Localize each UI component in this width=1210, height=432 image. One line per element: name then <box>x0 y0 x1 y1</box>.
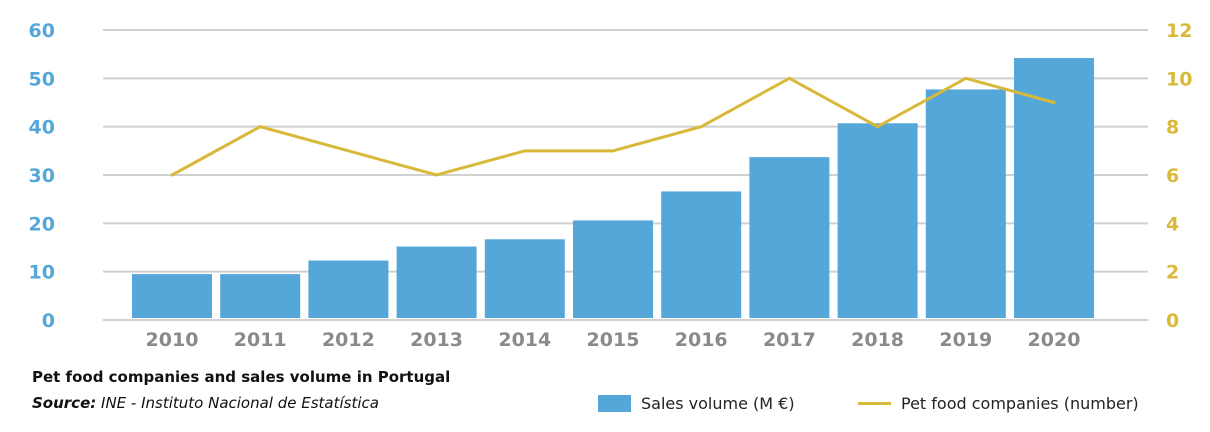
x-tick-label: 2020 <box>1028 329 1081 351</box>
bar-2020 <box>1014 58 1094 319</box>
left-tick-label: 20 <box>29 213 55 235</box>
left-tick-label: 50 <box>29 68 55 90</box>
left-tick-label: 0 <box>42 310 55 332</box>
right-tick-label: 4 <box>1166 213 1179 235</box>
line-point-2012 <box>346 149 350 153</box>
source-label: Source: <box>32 394 97 412</box>
left-tick-label: 10 <box>29 262 55 284</box>
right-tick-label: 6 <box>1166 165 1179 187</box>
source-text: INE - Instituto Nacional de Estatística <box>96 394 379 412</box>
bar-2010 <box>132 274 212 318</box>
x-tick-label: 2012 <box>322 329 375 351</box>
combo-chart: 0 10 20 30 40 50 60 0 2 4 6 8 10 12 2010 2011 2012 2013 20… <box>29 20 1193 351</box>
x-tick-label: 2014 <box>498 329 551 351</box>
x-tick-label: 2018 <box>851 329 904 351</box>
line-point-2015 <box>611 149 615 153</box>
line-point-2014 <box>523 149 527 153</box>
bar-2019 <box>925 89 1006 318</box>
right-tick-label: 2 <box>1166 262 1179 284</box>
x-tick-label: 2019 <box>939 329 992 351</box>
bar-2012 <box>308 260 389 318</box>
bar-2018 <box>837 123 918 319</box>
right-tick-label: 12 <box>1166 20 1192 42</box>
line-point-2019 <box>964 76 968 80</box>
right-tick-label: 8 <box>1166 117 1179 139</box>
left-tick-label: 40 <box>29 117 55 139</box>
bar-2015 <box>573 220 653 318</box>
line-point-2013 <box>435 173 439 177</box>
left-tick-label: 30 <box>29 165 55 187</box>
bar-2013 <box>396 246 477 318</box>
line-point-2020 <box>1052 101 1056 104</box>
right-tick-label: 0 <box>1166 310 1179 332</box>
x-tick-label: 2010 <box>146 329 199 351</box>
line-point-2018 <box>876 125 880 129</box>
line-point-2010 <box>170 173 174 177</box>
right-tick-label: 10 <box>1166 68 1192 90</box>
legend-swatch-line <box>858 402 891 405</box>
x-tick-label: 2015 <box>587 329 640 351</box>
left-tick-label: 60 <box>29 20 55 42</box>
legend-label-companies: Pet food companies (number) <box>901 394 1139 413</box>
x-tick-label: 2016 <box>675 329 728 351</box>
bar-2016 <box>661 191 742 318</box>
line-point-2011 <box>258 125 262 129</box>
bar-2011 <box>220 274 301 318</box>
x-tick-label: 2017 <box>763 329 816 351</box>
line-point-2016 <box>699 125 703 129</box>
chart-source: Source: INE - Instituto Nacional de Esta… <box>32 394 379 412</box>
legend-label-sales: Sales volume (M €) <box>641 394 795 413</box>
legend-item-sales: Sales volume (M €) <box>598 394 795 413</box>
line-point-2017 <box>787 76 791 80</box>
legend-item-companies: Pet food companies (number) <box>858 394 1139 413</box>
legend-swatch-bar <box>598 395 631 412</box>
x-tick-label: 2011 <box>234 329 287 351</box>
bar-2014 <box>484 239 565 318</box>
chart-title: Pet food companies and sales volume in P… <box>32 368 451 386</box>
x-tick-label: 2013 <box>410 329 463 351</box>
bar-2017 <box>749 157 830 318</box>
